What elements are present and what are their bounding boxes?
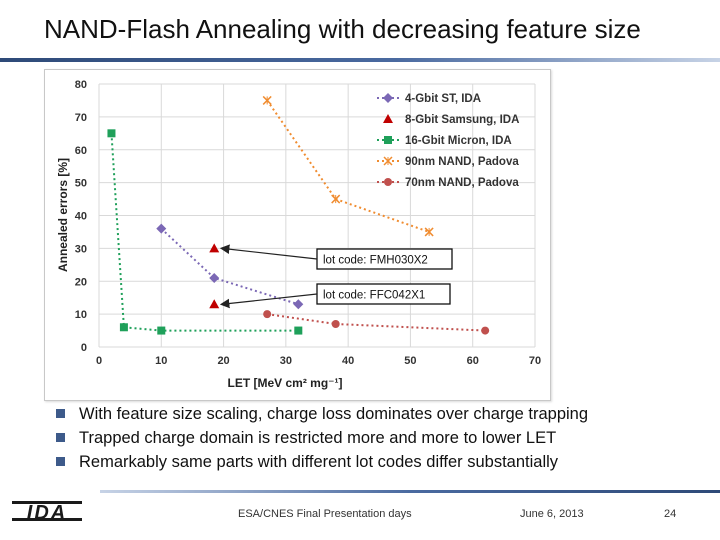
legend-label: 8-Gbit Samsung, IDA [405, 114, 519, 126]
legend-item: 8-Gbit Samsung, IDA [383, 114, 519, 126]
y-tick-label: 50 [75, 178, 87, 190]
series-0 [156, 223, 304, 310]
y-tick-label: 80 [75, 79, 87, 91]
series-2 [107, 129, 303, 335]
legend-layer: 4-Gbit ST, IDA 8-Gbit Samsung, IDA 16-Gbit… [377, 93, 519, 189]
x-tick-label: 10 [155, 355, 167, 367]
title-divider [0, 58, 720, 62]
bullet-item: With feature size scaling, charge loss d… [56, 402, 588, 426]
bullet-text: Trapped charge domain is restricted more… [79, 429, 557, 447]
y-tick-label: 30 [75, 243, 87, 255]
slide-title: NAND-Flash Annealing with decreasing fea… [44, 14, 641, 44]
annotation-callout: lot code: FMH030X2 [219, 244, 453, 270]
data-point [209, 243, 220, 253]
data-point [209, 299, 220, 309]
data-point [107, 129, 116, 138]
bullet-marker-icon [56, 457, 65, 466]
data-point [263, 310, 272, 319]
legend-marker [383, 114, 393, 123]
x-axis-label: LET [MeV cm² mg⁻¹] [227, 376, 342, 390]
series-4 [263, 310, 490, 335]
data-point [262, 95, 272, 105]
data-point [156, 223, 167, 234]
footer-divider [100, 490, 720, 493]
ida-logo-text: IDA [27, 502, 67, 524]
data-point [331, 194, 341, 204]
legend-label: 70nm NAND, Padova [405, 177, 519, 189]
legend-marker [383, 93, 393, 103]
legend-label: 16-Gbit Micron, IDA [405, 135, 512, 147]
x-tick-label: 50 [404, 355, 416, 367]
bullet-text: With feature size scaling, charge loss d… [79, 405, 589, 423]
legend-label: 90nm NAND, Padova [405, 156, 519, 168]
legend-marker [384, 178, 392, 186]
callout-text: lot code: FMH030X2 [323, 255, 428, 267]
x-tick-label: 20 [217, 355, 229, 367]
data-point [424, 227, 434, 237]
series-line [160, 227, 299, 306]
series-line [110, 133, 299, 332]
data-point [481, 326, 490, 335]
legend-item: 90nm NAND, Padova [377, 156, 519, 168]
x-tick-label: 0 [96, 355, 102, 367]
data-point [294, 326, 303, 335]
y-tick-label: 10 [75, 309, 87, 321]
y-axis-label: Annealed errors [%] [56, 158, 70, 272]
legend-item: 16-Gbit Micron, IDA [377, 135, 512, 147]
annotation-callout: lot code: FFC042X1 [219, 283, 451, 309]
annotation-layer: lot code: FMH030X2 lot code: FFC042X1 [219, 244, 453, 309]
footer-event: ESA/CNES Final Presentation days [238, 508, 412, 520]
x-tick-label: 40 [342, 355, 354, 367]
bullet-item: Remarkably same parts with different lot… [56, 450, 588, 474]
x-tick-label: 70 [529, 355, 541, 367]
data-point [119, 323, 128, 332]
y-tick-label: 70 [75, 112, 87, 124]
page-number: 24 [664, 508, 677, 520]
bullet-marker-icon [56, 433, 65, 442]
annealing-chart: 0 10 20 30 40 50 60 70 80 0 10 20 30 40 50 60 70 4-Gbit … [56, 79, 541, 390]
data-point [293, 299, 304, 310]
series-layer [107, 95, 490, 335]
series-1 [209, 243, 220, 309]
data-point [331, 319, 340, 328]
y-tick-label: 60 [75, 145, 87, 157]
bullet-list: With feature size scaling, charge loss d… [56, 402, 588, 474]
footer-date: June 6, 2013 [520, 508, 584, 520]
legend-marker [383, 156, 393, 166]
y-tick-label: 40 [75, 211, 87, 223]
callout-arrow [219, 244, 318, 260]
bullet-item: Trapped charge domain is restricted more… [56, 426, 588, 450]
legend-item: 4-Gbit ST, IDA [377, 93, 481, 105]
data-point [209, 272, 220, 283]
y-tick-label: 20 [75, 276, 87, 288]
bullet-text: Remarkably same parts with different lot… [79, 453, 559, 471]
axis-layer: 0 10 20 30 40 50 60 70 80 0 10 20 30 40 50 60 70 [75, 79, 541, 367]
callout-text: lot code: FFC042X1 [323, 290, 425, 302]
legend-item: 70nm NAND, Padova [377, 177, 519, 189]
y-tick-label: 0 [81, 342, 87, 354]
x-tick-label: 30 [280, 355, 292, 367]
legend-label: 4-Gbit ST, IDA [405, 93, 481, 105]
ida-logo: IDA [12, 501, 82, 524]
data-point [157, 326, 166, 335]
callout-arrow [219, 293, 318, 309]
bullet-marker-icon [56, 409, 65, 418]
chart-frame: 0 10 20 30 40 50 60 70 80 0 10 20 30 40 50 60 70 4-Gbit … [44, 69, 551, 401]
x-tick-label: 60 [467, 355, 479, 367]
legend-marker [384, 136, 392, 144]
series-3 [262, 95, 434, 237]
